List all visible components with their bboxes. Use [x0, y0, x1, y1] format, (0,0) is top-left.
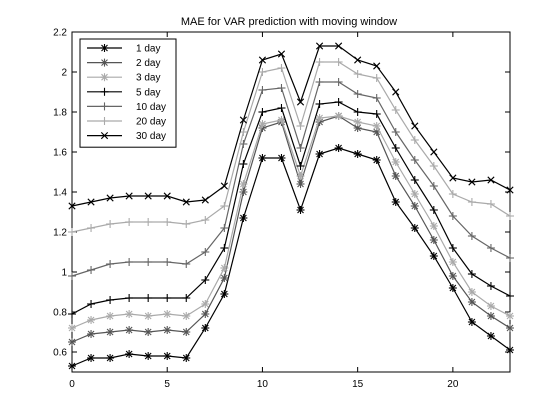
data-point — [392, 172, 400, 180]
legend-label: 5 day — [136, 87, 160, 98]
legend-label: 20 day — [136, 117, 166, 128]
data-point — [297, 172, 305, 180]
y-tick-label: 1.2 — [53, 228, 67, 239]
data-point — [506, 312, 514, 320]
data-point — [87, 354, 95, 362]
data-point — [201, 300, 209, 308]
data-point — [297, 206, 305, 214]
y-tick-label: 1 — [61, 268, 67, 279]
data-point — [411, 202, 419, 210]
x-tick-label: 15 — [352, 379, 364, 390]
legend-marker — [101, 59, 109, 67]
data-point — [144, 328, 152, 336]
data-point — [239, 180, 247, 188]
x-tick-label: 20 — [447, 379, 459, 390]
data-point — [468, 318, 476, 326]
data-point — [87, 330, 95, 338]
data-point — [144, 312, 152, 320]
data-point — [125, 326, 133, 334]
data-point — [449, 258, 457, 266]
data-point — [125, 310, 133, 318]
data-point — [106, 328, 114, 336]
data-point — [220, 264, 228, 272]
data-point — [392, 198, 400, 206]
data-point — [106, 312, 114, 320]
data-point — [354, 118, 362, 126]
legend-label: 10 day — [136, 102, 166, 113]
data-point — [487, 302, 495, 310]
data-point — [392, 158, 400, 166]
data-point — [506, 324, 514, 332]
y-tick-label: 0.8 — [53, 308, 67, 319]
data-point — [373, 156, 381, 164]
data-point — [506, 346, 514, 354]
data-point — [68, 362, 76, 370]
legend-label: 2 day — [136, 58, 160, 69]
y-tick-label: 1.6 — [53, 148, 67, 159]
data-point — [182, 328, 190, 336]
data-point — [163, 352, 171, 360]
legend-label: 1 day — [136, 44, 160, 55]
data-point — [316, 114, 324, 122]
legend-label: 30 day — [136, 131, 166, 142]
data-point — [68, 324, 76, 332]
data-point — [68, 338, 76, 346]
data-point — [163, 310, 171, 318]
legend-marker — [101, 44, 109, 52]
data-point — [106, 354, 114, 362]
data-point — [373, 122, 381, 130]
y-tick-label: 2.2 — [53, 28, 67, 39]
data-point — [449, 272, 457, 280]
data-point — [144, 352, 152, 360]
data-point — [201, 324, 209, 332]
data-point — [182, 354, 190, 362]
data-point — [220, 290, 228, 298]
data-point — [87, 316, 95, 324]
data-point — [449, 284, 457, 292]
x-tick-label: 0 — [69, 379, 75, 390]
data-point — [297, 180, 305, 188]
data-point — [277, 154, 285, 162]
data-point — [430, 236, 438, 244]
data-point — [316, 150, 324, 158]
x-tick-label: 5 — [164, 379, 170, 390]
data-point — [354, 150, 362, 158]
data-point — [201, 310, 209, 318]
y-tick-label: 2 — [61, 68, 67, 79]
data-point — [487, 312, 495, 320]
x-tick-label: 10 — [257, 379, 269, 390]
legend: 1 day 2 day 3 day 5 day 10 day 20 day 30 day — [80, 39, 176, 147]
data-point — [182, 312, 190, 320]
data-point — [125, 350, 133, 358]
data-point — [468, 298, 476, 306]
legend-marker — [101, 73, 109, 81]
legend-label: 3 day — [136, 73, 160, 84]
data-point — [487, 332, 495, 340]
y-tick-label: 0.6 — [53, 348, 67, 359]
y-tick-label: 1.8 — [53, 108, 67, 119]
data-point — [335, 144, 343, 152]
data-point — [468, 288, 476, 296]
data-point — [411, 190, 419, 198]
data-point — [163, 326, 171, 334]
y-tick-label: 1.4 — [53, 188, 67, 199]
data-point — [258, 154, 266, 162]
data-point — [430, 222, 438, 230]
chart-title: MAE for VAR prediction with moving windo… — [181, 16, 397, 28]
data-point — [411, 224, 419, 232]
data-point — [335, 112, 343, 120]
data-point — [239, 214, 247, 222]
data-point — [220, 274, 228, 282]
data-point — [430, 252, 438, 260]
